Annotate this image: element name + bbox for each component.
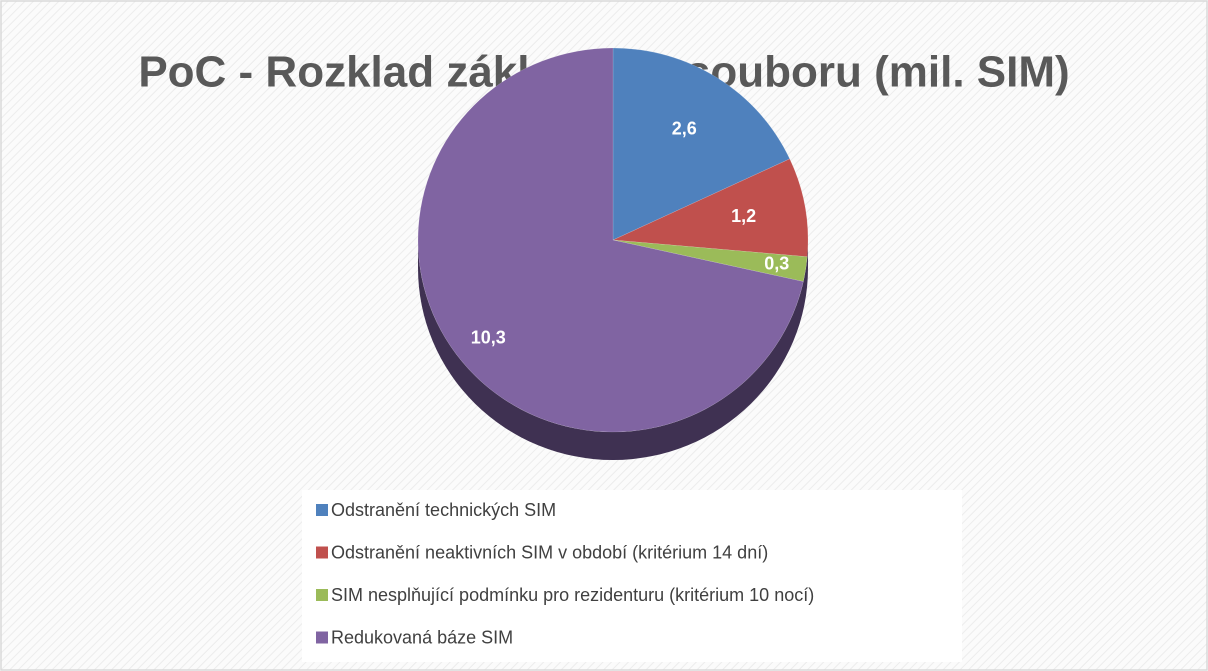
legend-swatch bbox=[316, 631, 328, 644]
legend-label: Odstranění neaktivních SIM v období (kri… bbox=[331, 542, 768, 562]
pie-slice bbox=[612, 239, 808, 282]
legend-swatch bbox=[316, 589, 328, 601]
legend-label: Odstranění technických SIM bbox=[331, 500, 556, 520]
pie-slice bbox=[417, 47, 804, 433]
legend-swatch bbox=[316, 504, 328, 516]
data-label: 1,2 bbox=[731, 206, 756, 226]
data-label: 2,6 bbox=[672, 119, 697, 139]
legend-label: SIM nesplňující podmínku pro rezidenturu… bbox=[331, 585, 814, 605]
legend-box bbox=[302, 490, 962, 662]
data-label: 0,3 bbox=[764, 254, 789, 274]
pie: 2,6 1,2 0,3 10,3 bbox=[417, 47, 809, 460]
legend: Odstranění technických SIM Odstranění nea… bbox=[316, 500, 814, 647]
legend-label: Redukovaná báze SIM bbox=[331, 627, 513, 647]
pie-slice bbox=[612, 47, 791, 241]
legend-swatch bbox=[316, 546, 328, 559]
pie-slice bbox=[612, 158, 809, 258]
data-label: 10,3 bbox=[471, 327, 506, 347]
